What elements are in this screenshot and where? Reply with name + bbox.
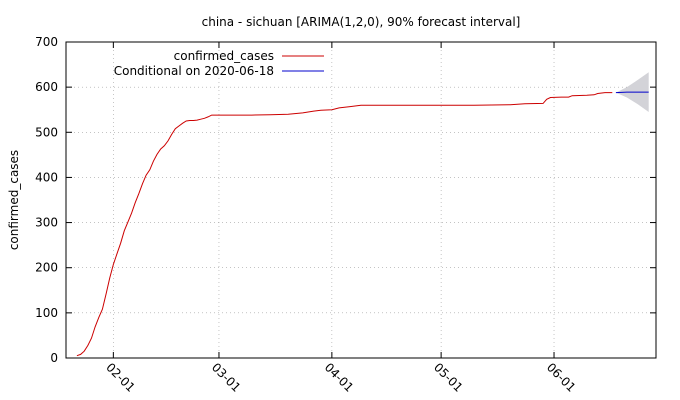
x-tick-label: 06-01 — [544, 360, 579, 395]
y-tick-label: 100 — [35, 306, 58, 320]
series-line-confirmed-cases — [76, 92, 613, 357]
x-tick-label: 05-01 — [431, 360, 466, 395]
y-tick-label: 200 — [35, 261, 58, 275]
series-lines — [76, 91, 649, 357]
x-tick-label: 02-01 — [103, 360, 138, 395]
grid-lines — [66, 42, 656, 358]
y-tick-label: 300 — [35, 216, 58, 230]
chart-title: china - sichuan [ARIMA(1,2,0), 90% forec… — [202, 15, 521, 29]
legend-label: Conditional on 2020-06-18 — [114, 64, 274, 78]
axes: 0 100 200 300 400 500 600 700 02-01 03-01 04-01 05-… — [35, 35, 657, 395]
series-line-forecast — [615, 91, 649, 94]
plot-border — [65, 41, 657, 359]
y-tick-label: 700 — [35, 35, 58, 49]
x-tick-label: 04-01 — [322, 360, 357, 395]
x-tick-label: 03-01 — [209, 360, 244, 395]
legend-label: confirmed_cases — [174, 49, 274, 63]
y-axis-label: confirmed_cases — [7, 150, 21, 250]
y-tick-label: 400 — [35, 170, 58, 184]
y-tick-label: 600 — [35, 80, 58, 94]
y-tick-label: 0 — [50, 351, 58, 365]
y-tick-label: 500 — [35, 125, 58, 139]
